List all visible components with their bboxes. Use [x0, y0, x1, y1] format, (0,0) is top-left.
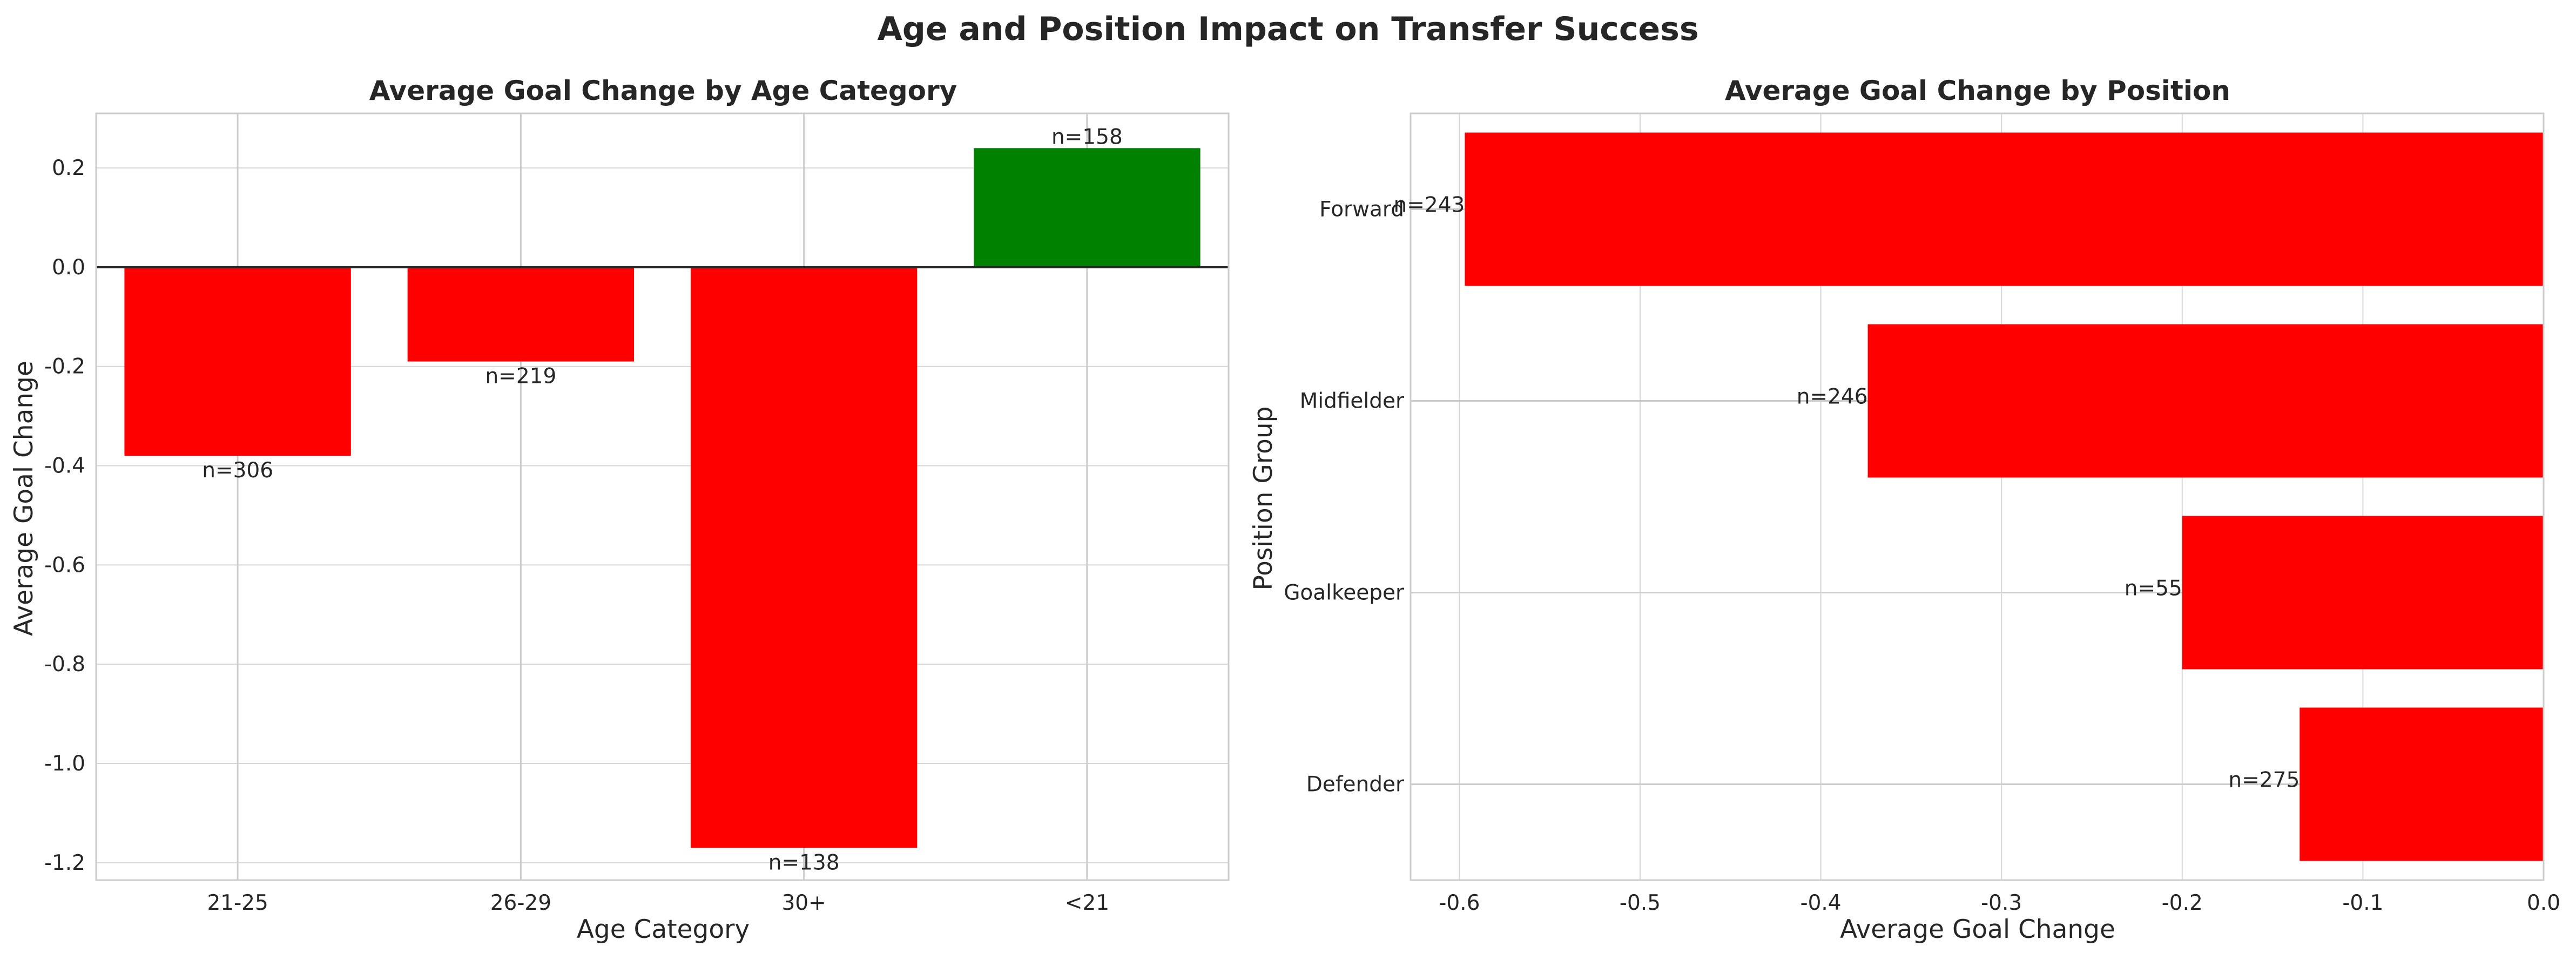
age-chart-y-tick-label: -0.8 — [44, 652, 85, 677]
age-category-chart: Average Goal Change by Age Category n=30… — [9, 75, 1230, 944]
position-chart-y-axis-label: Position Group — [1249, 406, 1278, 590]
age-bar-21-25 — [124, 267, 351, 456]
position-bar-forward — [1465, 132, 2544, 286]
position-bar-count-label-goalkeeper: n=55 — [2125, 577, 2182, 601]
age-chart-y-tick-label: 0.2 — [52, 156, 85, 180]
age-chart-x-tick-label-30: 30+ — [781, 891, 826, 915]
position-chart-bars — [1410, 112, 2545, 881]
age-chart-y-tick-label: -0.2 — [44, 355, 85, 379]
position-chart-x-tick-label: -0.2 — [2162, 891, 2203, 915]
age-chart-x-axis-label: Age Category — [577, 915, 750, 944]
position-chart-x-tick-label: -0.3 — [1981, 891, 2022, 915]
position-bar-midfielder — [1867, 324, 2544, 478]
position-bar-count-label-forward: n=243 — [1394, 193, 1465, 218]
position-chart-x-ticks: -0.6 -0.5 -0.4 -0.3 -0.2 -0.1 0.0 — [1439, 891, 2560, 915]
age-chart-y-tick-label: -0.4 — [44, 454, 85, 478]
age-bar-count-label-21-25: n=306 — [202, 458, 273, 483]
position-chart-y-tick-label-defender: Defender — [1306, 773, 1405, 797]
age-bar-count-label-30: n=138 — [768, 850, 840, 875]
age-chart-x-tick-label-21: <21 — [1065, 891, 1109, 915]
figure-title: Age and Position Impact on Transfer Succ… — [877, 10, 1698, 48]
age-bar-count-label-21: n=158 — [1051, 125, 1123, 149]
position-chart-x-tick-label: 0.0 — [2527, 891, 2560, 915]
age-chart-x-tick-label-26-29: 26-29 — [490, 891, 551, 915]
age-bar-30 — [690, 267, 918, 848]
age-chart-y-axis-label: Average Goal Change — [9, 361, 39, 636]
position-bar-count-label-midfielder: n=246 — [1797, 385, 1868, 409]
position-chart: Average Goal Change by Position n=243n=2… — [1249, 75, 2560, 944]
age-chart-data-labels: n=306 n=219 n=138 n=158 — [202, 125, 1123, 875]
age-chart-y-ticks: 0.2 0.0 -0.2 -0.4 -0.6 -0.8 -1.0 -1.2 — [44, 156, 85, 875]
position-chart-data-labels: n=243 n=246 n=55 n=275 — [1394, 193, 2300, 793]
age-chart-bars — [95, 112, 1230, 881]
age-bar-26-29 — [407, 267, 635, 362]
age-chart-y-tick-label: -1.0 — [44, 752, 85, 776]
position-chart-x-tick-label: -0.6 — [1439, 891, 1480, 915]
age-bar-count-label-26-29: n=219 — [485, 364, 556, 389]
position-chart-frame — [1410, 112, 2545, 881]
age-chart-y-tick-label: 0.0 — [52, 255, 85, 280]
age-chart-y-tick-label: -1.2 — [44, 851, 85, 875]
position-chart-title: Average Goal Change by Position — [1725, 75, 2230, 106]
age-bar-21 — [974, 148, 1201, 267]
position-chart-x-tick-label: -0.1 — [2342, 891, 2383, 915]
position-chart-x-axis-label: Average Goal Change — [1840, 915, 2115, 944]
position-chart-x-tick-label: -0.5 — [1620, 891, 1661, 915]
age-chart-frame — [95, 112, 1230, 881]
position-chart-y-tick-label-midfielder: Midfielder — [1300, 389, 1405, 414]
age-chart-y-tick-label: -0.6 — [44, 553, 85, 577]
position-chart-y-tick-label-forward: Forward — [1319, 198, 1404, 222]
position-chart-y-ticks: Forward Midfielder Goalkeeper Defender — [1284, 198, 1405, 797]
position-chart-x-tick-label: -0.4 — [1800, 891, 1842, 915]
age-chart-x-tick-label-21-25: 21-25 — [207, 891, 268, 915]
position-bar-goalkeeper — [2182, 516, 2544, 670]
position-bar-count-label-defender: n=275 — [2228, 768, 2299, 793]
age-chart-title: Average Goal Change by Age Category — [369, 75, 957, 106]
position-bar-defender — [2299, 707, 2544, 861]
position-chart-y-tick-label-goalkeeper: Goalkeeper — [1284, 581, 1405, 605]
age-chart-x-ticks: 21-25 26-29 30+ <21 — [207, 891, 1109, 915]
